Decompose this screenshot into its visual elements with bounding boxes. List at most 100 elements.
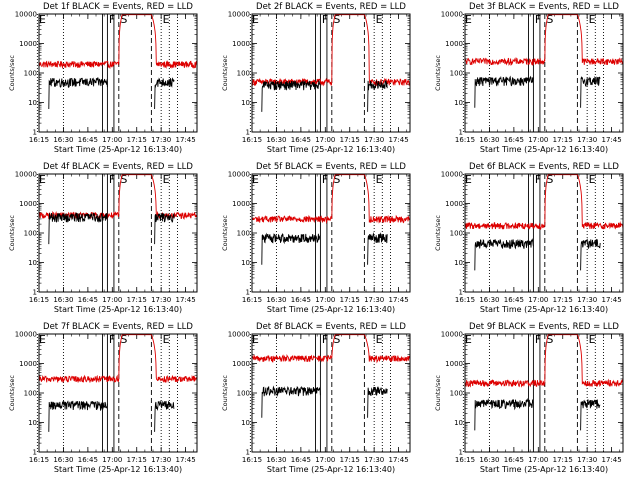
- event-marker-label: S: [333, 13, 340, 26]
- y-tick-label: 10: [241, 419, 250, 427]
- plot-frame: [464, 13, 624, 133]
- detector-panel: Det 9f BLACK = Events, RED = LLD Counts/s…: [434, 322, 624, 474]
- x-tick-label: 17:00: [528, 296, 548, 304]
- x-tick-label: 17:45: [602, 456, 622, 464]
- plot-frame: [251, 13, 411, 133]
- x-tick-label: 17:15: [340, 456, 360, 464]
- x-tick-label: 17:45: [176, 456, 196, 464]
- detector-panel: Det 2f BLACK = Events, RED = LLD Counts/s…: [221, 2, 411, 154]
- event-marker-label: F: [109, 13, 115, 26]
- y-tick-label: 1000: [19, 360, 37, 368]
- x-axis-label: Start Time (25-Apr-12 16:13:40): [480, 305, 608, 314]
- event-marker-label: F: [322, 13, 328, 26]
- y-tick-label: 10: [454, 259, 463, 267]
- plot-frame: [464, 173, 624, 293]
- x-tick-label: 17:30: [364, 136, 384, 144]
- event-marker-label: E: [39, 13, 46, 26]
- events-series-line: [580, 75, 601, 108]
- x-tick-label: 16:30: [479, 296, 499, 304]
- events-series-line: [154, 77, 175, 110]
- x-tick-label: 16:30: [266, 456, 286, 464]
- x-tick-label: 16:30: [53, 296, 73, 304]
- events-series-line: [154, 212, 175, 245]
- y-tick-label: 100: [24, 230, 37, 238]
- y-tick-label: 100: [450, 230, 463, 238]
- y-axis-label: Counts/sec: [434, 375, 442, 411]
- y-tick-label: 10000: [228, 331, 250, 339]
- event-marker-label: F: [109, 173, 115, 186]
- panel-title: Det 4f BLACK = Events, RED = LLD: [43, 162, 193, 172]
- x-tick-label: 17:15: [340, 136, 360, 144]
- x-axis-label: Start Time (25-Apr-12 16:13:40): [267, 465, 395, 474]
- y-tick-label: 10: [454, 99, 463, 107]
- detector-panel: Det 6f BLACK = Events, RED = LLD Counts/s…: [434, 162, 624, 314]
- y-axis-label: Counts/sec: [221, 55, 229, 91]
- y-axis-label: Counts/sec: [221, 375, 229, 411]
- x-tick-label: 16:15: [29, 456, 49, 464]
- lld-series-line: [251, 174, 411, 225]
- lld-series-line: [464, 334, 624, 388]
- events-series-line: [261, 385, 321, 418]
- event-marker-label: E: [589, 333, 596, 346]
- event-marker-label: E: [163, 13, 170, 26]
- x-tick-label: 17:30: [577, 136, 597, 144]
- x-tick-label: 17:30: [577, 456, 597, 464]
- x-axis-label: Start Time (25-Apr-12 16:13:40): [54, 305, 182, 314]
- x-tick-label: 17:30: [364, 456, 384, 464]
- x-tick-label: 17:15: [553, 136, 573, 144]
- x-tick-label: 16:45: [78, 136, 98, 144]
- y-tick-label: 100: [450, 70, 463, 78]
- x-tick-label: 16:15: [455, 136, 475, 144]
- y-tick-label: 1: [246, 289, 250, 297]
- x-tick-label: 17:00: [315, 136, 335, 144]
- x-tick-label: 17:00: [528, 136, 548, 144]
- event-marker-label: F: [322, 333, 328, 346]
- x-tick-label: 17:30: [151, 456, 171, 464]
- y-tick-label: 1000: [445, 360, 463, 368]
- event-marker-label: S: [120, 333, 127, 346]
- y-axis-label: Counts/sec: [8, 55, 16, 91]
- y-tick-label: 10000: [15, 11, 37, 19]
- x-tick-label: 17:00: [315, 456, 335, 464]
- x-tick-label: 16:30: [53, 136, 73, 144]
- x-tick-label: 17:45: [389, 136, 409, 144]
- event-marker-label: E: [39, 333, 46, 346]
- y-tick-label: 1000: [19, 200, 37, 208]
- event-marker-label: S: [120, 173, 127, 186]
- x-tick-label: 16:30: [479, 136, 499, 144]
- y-tick-label: 100: [450, 390, 463, 398]
- y-tick-label: 1000: [232, 40, 250, 48]
- event-marker-label: E: [376, 173, 383, 186]
- y-tick-label: 10000: [15, 171, 37, 179]
- y-tick-label: 1000: [232, 200, 250, 208]
- y-tick-label: 10000: [15, 331, 37, 339]
- plot-frame: [251, 173, 411, 293]
- y-tick-label: 1: [459, 129, 463, 137]
- event-marker-label: S: [546, 13, 553, 26]
- x-tick-label: 16:30: [53, 456, 73, 464]
- panel-title: Det 3f BLACK = Events, RED = LLD: [469, 2, 619, 12]
- lld-series-line: [464, 174, 624, 230]
- y-tick-label: 10: [241, 99, 250, 107]
- plot-frame: [464, 333, 624, 453]
- x-tick-label: 17:45: [389, 296, 409, 304]
- event-marker-label: S: [120, 13, 127, 26]
- y-tick-label: 1: [459, 449, 463, 457]
- x-tick-label: 16:45: [78, 296, 98, 304]
- x-tick-label: 16:15: [455, 296, 475, 304]
- x-tick-label: 17:15: [553, 296, 573, 304]
- event-marker-label: E: [589, 173, 596, 186]
- panel-title: Det 1f BLACK = Events, RED = LLD: [43, 2, 193, 12]
- y-axis-label: Counts/sec: [8, 375, 16, 411]
- y-tick-label: 10000: [228, 11, 250, 19]
- event-marker-label: S: [546, 333, 553, 346]
- event-marker-label: E: [465, 173, 472, 186]
- events-series-line: [474, 75, 534, 108]
- plot-frame: [38, 13, 198, 133]
- y-tick-label: 10000: [441, 331, 463, 339]
- events-series-line: [367, 79, 388, 112]
- plot-frame: [251, 333, 411, 453]
- event-marker-label: E: [589, 13, 596, 26]
- y-axis-label: Counts/sec: [434, 215, 442, 251]
- event-marker-label: S: [333, 173, 340, 186]
